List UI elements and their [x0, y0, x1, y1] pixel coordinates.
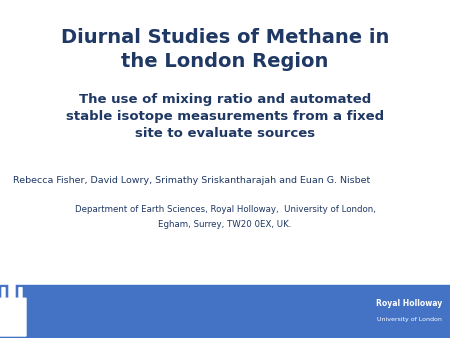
Text: Diurnal Studies of Methane in: Diurnal Studies of Methane in: [61, 28, 389, 47]
Bar: [0, 285, 450, 338]
Text: the London Region: the London Region: [122, 52, 328, 71]
Text: Egham, Surrey, TW20 0EX, UK.: Egham, Surrey, TW20 0EX, UK.: [158, 220, 292, 229]
Text: The use of mixing ratio and automated: The use of mixing ratio and automated: [79, 93, 371, 106]
Text: site to evaluate sources: site to evaluate sources: [135, 127, 315, 140]
Polygon shape: [0, 256, 26, 336]
Text: University of London: University of London: [377, 317, 442, 322]
Text: Rebecca Fisher, David Lowry, Srimathy Sriskantharajah and Euan G. Nisbet: Rebecca Fisher, David Lowry, Srimathy Sr…: [13, 176, 370, 185]
Text: Department of Earth Sciences, Royal Holloway,  University of London,: Department of Earth Sciences, Royal Holl…: [75, 205, 375, 214]
Text: stable isotope measurements from a fixed: stable isotope measurements from a fixed: [66, 110, 384, 123]
Text: Royal Holloway: Royal Holloway: [376, 299, 442, 308]
